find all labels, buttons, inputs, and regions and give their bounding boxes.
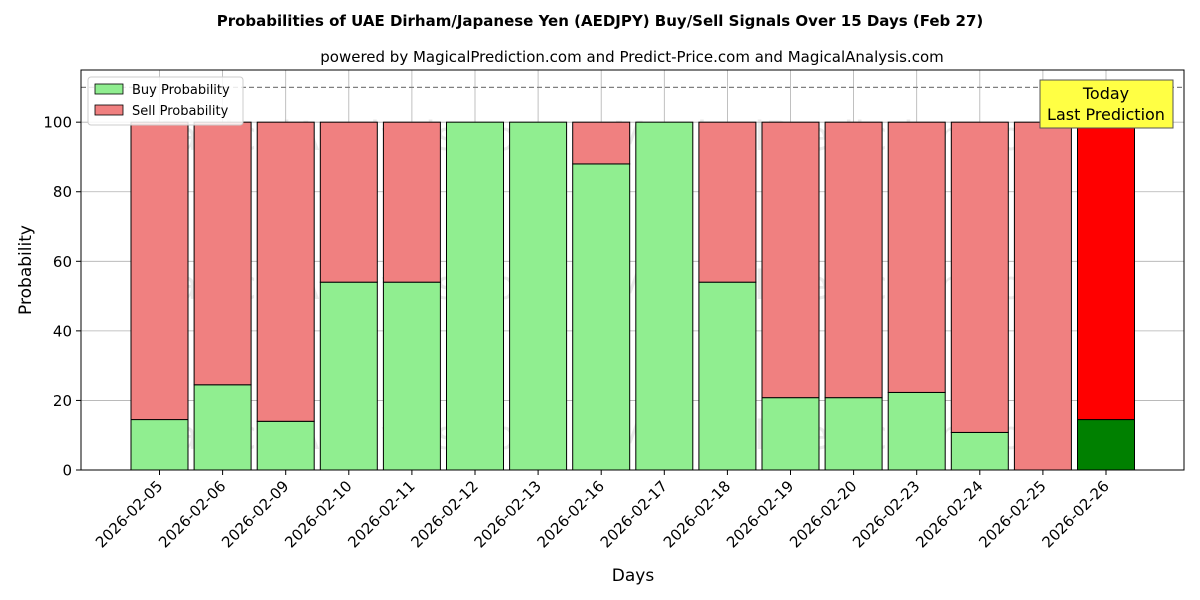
bar-buy — [698, 281, 757, 471]
bar-buy — [887, 391, 946, 471]
legend-label-buy: Buy Probability — [132, 83, 230, 98]
bar-buy — [950, 431, 1009, 471]
today-annotation: Today Last Prediction — [1039, 79, 1174, 129]
y-tick-label: 0 — [62, 462, 72, 480]
today-label: Today — [1082, 84, 1129, 103]
bar-sell — [572, 121, 631, 165]
x-axis: 2026-02-052026-02-062026-02-092026-02-10… — [92, 470, 1113, 551]
chart-title: Probabilities of UAE Dirham/Japanese Yen… — [217, 12, 984, 30]
bar-buy — [319, 281, 378, 471]
plot-frame — [80, 69, 1185, 471]
chart-subtitle: powered by MagicalPrediction.com and Pre… — [320, 48, 944, 66]
x-tick-label: 2026-02-05 — [92, 477, 166, 551]
bar-buy — [572, 163, 631, 471]
x-tick-label: 2026-02-23 — [849, 477, 923, 551]
x-tick-label: 2026-02-19 — [723, 477, 797, 551]
bar-buy — [635, 121, 694, 471]
last-prediction-label: Last Prediction — [1047, 105, 1165, 124]
bar-buy — [509, 121, 568, 471]
bar-buy — [761, 397, 820, 471]
bars — [130, 121, 1135, 471]
y-tick-label: 20 — [53, 392, 72, 410]
bar-sell — [1013, 121, 1072, 471]
x-tick-label: 2026-02-06 — [155, 477, 229, 551]
y-tick-label: 100 — [43, 114, 72, 132]
bar-buy — [824, 397, 883, 471]
bar-sell — [382, 121, 441, 283]
bar-buy — [446, 121, 504, 471]
today-annotation-box — [1039, 79, 1174, 129]
x-tick-label: 2026-02-09 — [218, 477, 292, 551]
bar-sell — [319, 121, 378, 283]
x-tick-label: 2026-02-20 — [786, 477, 860, 551]
bar-sell — [193, 121, 252, 386]
bar-sell — [761, 121, 820, 399]
bar-sell — [698, 121, 757, 283]
x-tick-label: 2026-02-17 — [597, 477, 671, 551]
bar-buy — [1077, 419, 1135, 471]
x-tick-label: 2026-02-10 — [281, 477, 355, 551]
legend-box — [87, 76, 244, 126]
bar-sell — [130, 121, 189, 421]
y-tick-label: 60 — [53, 253, 72, 271]
legend: Buy Probability Sell Probability — [87, 76, 244, 126]
bar-buy — [193, 384, 252, 471]
x-tick-label: 2026-02-24 — [912, 477, 986, 551]
x-tick-label: 2026-02-25 — [975, 477, 1049, 551]
x-tick-label: 2026-02-12 — [407, 477, 481, 551]
x-tick-label: 2026-02-16 — [534, 477, 608, 551]
legend-label-sell: Sell Probability — [132, 104, 229, 119]
bar-sell — [256, 121, 315, 422]
x-tick-label: 2026-02-18 — [660, 477, 734, 551]
x-tick-label: 2026-02-26 — [1038, 477, 1112, 551]
legend-swatch-buy — [94, 83, 124, 95]
bar-buy — [382, 281, 441, 471]
y-axis: 0 20 40 60 80 100 — [43, 114, 81, 480]
x-axis-label: Days — [612, 566, 655, 586]
y-axis-label: Probability — [16, 225, 36, 315]
x-tick-label: 2026-02-13 — [471, 477, 545, 551]
legend-swatch-sell — [94, 104, 124, 116]
bar-buy — [130, 419, 189, 471]
bar-sell — [1077, 121, 1135, 421]
y-tick-label: 80 — [53, 183, 72, 201]
bar-sell — [824, 121, 883, 399]
y-tick-label: 40 — [53, 322, 72, 340]
bar-sell — [950, 121, 1009, 433]
bar-buy — [256, 420, 315, 471]
bar-sell — [887, 121, 946, 393]
x-tick-label: 2026-02-11 — [344, 477, 418, 551]
